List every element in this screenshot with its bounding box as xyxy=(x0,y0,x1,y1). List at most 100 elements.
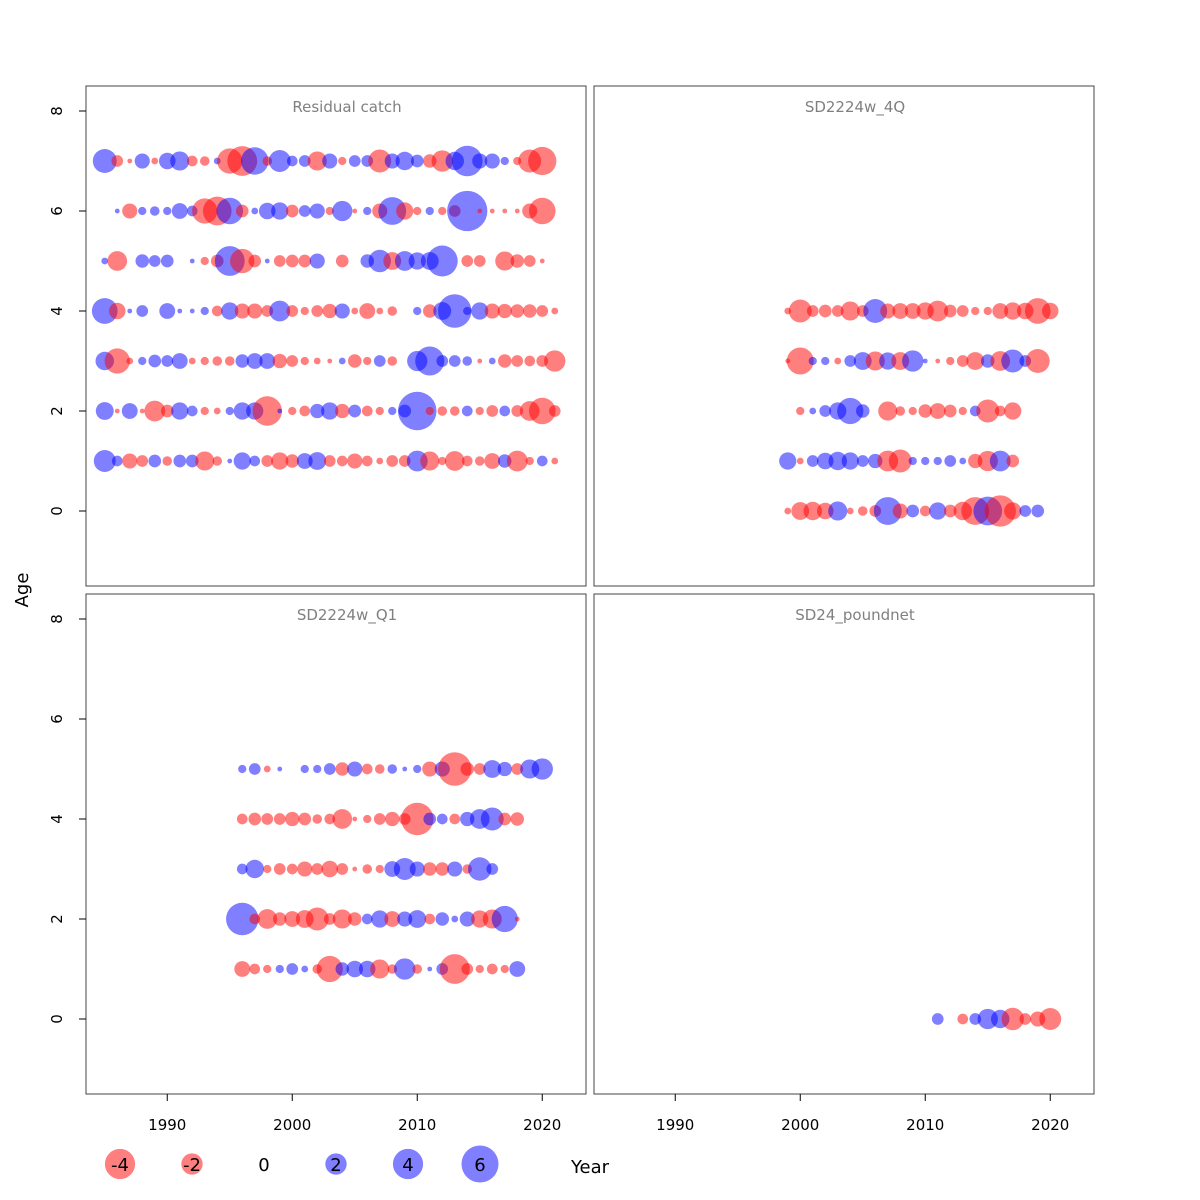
residual-bubble xyxy=(510,254,525,268)
legend-label: 2 xyxy=(330,1155,341,1176)
residual-bubble xyxy=(272,912,287,926)
residual-bubble xyxy=(186,405,198,417)
residual-bubble xyxy=(1001,349,1025,373)
residual-bubble xyxy=(378,197,407,225)
residual-bubble xyxy=(878,401,898,421)
residual-bubble xyxy=(1019,1013,1032,1025)
residual-bubble xyxy=(211,305,223,317)
residual-bubble xyxy=(248,254,262,268)
residual-bubble xyxy=(497,303,512,319)
residual-bubble xyxy=(536,305,549,317)
residual-bubble xyxy=(269,300,291,322)
residual-bubble xyxy=(338,156,347,166)
residual-bubble xyxy=(316,955,343,983)
residual-bubble xyxy=(468,857,492,881)
residual-bubble xyxy=(486,405,499,417)
residual-bubble xyxy=(352,208,358,214)
residual-bubble xyxy=(1019,505,1032,517)
residual-bubble xyxy=(200,256,209,266)
residual-bubble xyxy=(309,253,325,269)
y-tick-label: 2 xyxy=(48,914,66,924)
residual-bubble xyxy=(856,455,869,467)
residual-bubble xyxy=(263,864,272,874)
residual-bubble xyxy=(138,206,147,216)
residual-bubble xyxy=(273,863,286,875)
residual-bubble xyxy=(510,812,525,826)
residual-bubble xyxy=(509,961,526,977)
residual-bubble xyxy=(423,812,437,826)
residual-bubble xyxy=(879,352,897,370)
residual-bubble xyxy=(286,305,299,317)
residual-bubble xyxy=(361,455,373,467)
residual-bubble xyxy=(200,356,209,366)
y-tick-label: 8 xyxy=(48,106,66,116)
residual-bubble xyxy=(93,450,116,472)
residual-bubble xyxy=(461,963,474,975)
residual-bubble xyxy=(259,353,276,369)
residual-bubble xyxy=(373,355,386,367)
residual-bubble xyxy=(298,155,311,167)
residual-bubble xyxy=(484,303,500,319)
residual-bubble xyxy=(327,358,333,364)
residual-bubble xyxy=(1001,1007,1024,1031)
residual-bubble xyxy=(528,197,556,225)
residual-bubble xyxy=(188,357,196,365)
residual-bubble xyxy=(363,814,372,824)
residual-bubble xyxy=(107,251,128,271)
residual-bubble xyxy=(994,405,1006,417)
residual-bubble xyxy=(497,354,512,368)
residual-bubble xyxy=(189,258,195,264)
residual-bubble xyxy=(246,353,263,369)
residual-bubble xyxy=(384,153,400,169)
residual-bubble xyxy=(261,813,274,825)
residual-bubble xyxy=(371,910,389,928)
residual-bubble xyxy=(473,763,486,775)
x-tick-label: 2020 xyxy=(1031,1116,1069,1134)
residual-bubble xyxy=(173,454,187,468)
residual-bubble xyxy=(127,308,133,314)
residual-bubble xyxy=(1025,349,1050,373)
residual-bubble xyxy=(309,203,325,219)
residual-bubble xyxy=(388,406,397,416)
residual-bubble xyxy=(511,405,524,417)
residual-bubble xyxy=(221,302,239,320)
panel-frame-sd2224w-q1 xyxy=(85,593,587,1095)
legend-bubble xyxy=(325,1153,347,1175)
residual-bubble xyxy=(212,456,223,466)
residual-bubble xyxy=(462,356,473,366)
residual-bubble xyxy=(983,306,992,316)
residual-bubble xyxy=(943,304,957,318)
residual-bubble xyxy=(336,863,349,875)
residual-bubble xyxy=(460,762,475,776)
residual-bubble xyxy=(245,859,264,879)
residual-bubble xyxy=(880,303,896,319)
residual-bubble xyxy=(522,304,537,318)
residual-bubble xyxy=(483,760,502,778)
x-tick-label: 1990 xyxy=(148,1116,186,1134)
residual-bubble xyxy=(277,766,283,772)
residual-bubble xyxy=(821,356,830,366)
x-axis-title: Year xyxy=(570,1157,610,1178)
residual-bubble xyxy=(463,306,472,316)
residual-bubble xyxy=(495,251,515,271)
residual-bubble xyxy=(865,351,885,371)
residual-bubble xyxy=(511,355,524,367)
residual-bubble xyxy=(472,153,488,169)
residual-bubble xyxy=(438,294,472,328)
residual-bubble xyxy=(361,763,373,775)
residual-bubble xyxy=(311,305,324,317)
residual-bubble xyxy=(394,958,416,980)
residual-bubble xyxy=(944,455,957,467)
residual-bubble xyxy=(171,402,189,420)
residual-bubble xyxy=(177,308,183,314)
residual-bubble xyxy=(437,406,448,416)
residual-bubble xyxy=(976,399,1000,423)
residual-bubble xyxy=(238,764,247,774)
residual-bubble xyxy=(300,764,309,774)
residual-bubble xyxy=(199,156,210,166)
residual-bubble xyxy=(1004,302,1022,320)
residual-bubble xyxy=(992,303,1009,319)
residual-bubble xyxy=(101,257,109,265)
residual-bubble xyxy=(288,406,297,416)
residual-bubble xyxy=(531,758,553,780)
